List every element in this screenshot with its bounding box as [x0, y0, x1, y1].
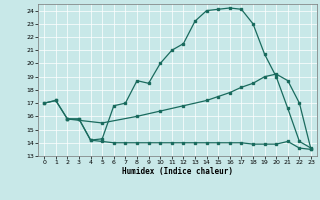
X-axis label: Humidex (Indice chaleur): Humidex (Indice chaleur) [122, 167, 233, 176]
